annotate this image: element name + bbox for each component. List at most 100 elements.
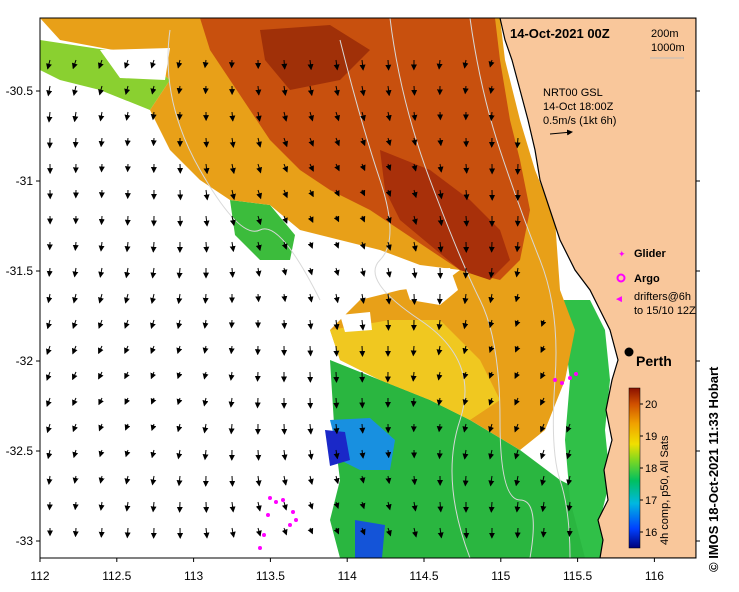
- current-arrow: [281, 527, 288, 536]
- current-arrow: [411, 111, 418, 121]
- current-arrow: [333, 215, 340, 223]
- current-arrow: [436, 397, 443, 406]
- current-arrow: [202, 319, 209, 329]
- current-arrow: [463, 189, 470, 201]
- current-arrow: [229, 215, 236, 227]
- current-arrow: [540, 319, 547, 327]
- current-arrow: [566, 449, 572, 460]
- current-arrow: [488, 111, 495, 122]
- side-credit: © IMOS 18-Oct-2021 11:33 Hobart: [706, 366, 721, 572]
- current-arrow: [255, 293, 262, 303]
- current-arrow: [436, 423, 443, 433]
- current-arrow: [176, 423, 183, 433]
- current-arrow: [462, 449, 469, 460]
- current-arrow: [124, 215, 131, 226]
- current-arrow: [565, 423, 572, 433]
- current-arrow: [229, 111, 236, 122]
- current-arrow: [255, 241, 262, 252]
- current-arrow: [98, 449, 105, 458]
- current-arrow: [410, 345, 417, 357]
- current-arrow: [410, 371, 417, 382]
- current-arrow: [411, 163, 418, 172]
- current-arrow: [203, 527, 210, 539]
- current-arrow: [202, 345, 209, 354]
- current-arrow: [176, 371, 183, 380]
- current-arrow: [540, 371, 546, 380]
- glider-icon: ✦: [618, 249, 626, 259]
- current-arrow: [462, 59, 469, 69]
- current-arrow: [514, 449, 520, 460]
- current-arrow: [98, 397, 104, 406]
- sst-hot-north: [260, 25, 370, 90]
- current-arrow: [150, 59, 156, 69]
- current-arrow: [150, 345, 156, 355]
- city-label: Perth: [636, 353, 672, 369]
- current-arrow: [45, 345, 52, 356]
- current-arrow: [462, 85, 469, 95]
- current-arrow: [385, 267, 392, 278]
- current-arrow: [359, 241, 366, 250]
- current-arrow: [385, 241, 392, 251]
- current-arrow: [333, 423, 340, 435]
- current-arrow: [437, 241, 444, 253]
- current-arrow: [308, 137, 315, 147]
- y-tick-label: -32: [16, 354, 34, 368]
- colorbar-label: 4h comp, p50, All Sats: [659, 435, 671, 545]
- current-arrow: [540, 501, 547, 513]
- current-arrow: [539, 449, 546, 460]
- current-arrow: [254, 371, 261, 382]
- current-arrow: [307, 527, 314, 535]
- plot-frame: [39, 17, 697, 559]
- current-arrow: [72, 475, 79, 484]
- current-arrow: [202, 59, 209, 69]
- current-arrow: [229, 475, 236, 487]
- current-arrow: [385, 85, 392, 97]
- current-arrow: [72, 241, 79, 251]
- current-arrow: [282, 189, 288, 199]
- current-arrow: [385, 475, 392, 485]
- current-arrow: [333, 85, 340, 97]
- current-arrow: [202, 371, 209, 380]
- current-arrow: [124, 319, 130, 329]
- x-tick-label: 116: [645, 569, 664, 583]
- current-arrow: [228, 319, 235, 329]
- current-arrow: [566, 527, 573, 537]
- current-arrow: [150, 85, 157, 95]
- current-arrow: [71, 345, 78, 355]
- current-arrow: [72, 267, 79, 278]
- current-arrow: [437, 215, 444, 227]
- current-arrow: [150, 423, 157, 432]
- current-arrow: [307, 345, 314, 357]
- current-arrow: [229, 137, 236, 148]
- current-arrow: [281, 475, 288, 486]
- x-tick-label: 114: [338, 569, 357, 583]
- current-arrow: [410, 397, 417, 408]
- current-arrow: [72, 111, 79, 123]
- currents-scale: 0.5m/s (1kt 6h): [543, 115, 616, 127]
- current-arrow: [202, 423, 209, 434]
- current-arrow: [540, 397, 546, 406]
- current-arrow: [359, 59, 366, 71]
- x-tick-label: 114.5: [409, 569, 438, 583]
- current-arrow: [514, 423, 520, 433]
- current-arrow: [202, 397, 209, 407]
- current-arrow: [150, 397, 157, 405]
- current-arrow: [514, 319, 521, 327]
- current-arrow: [150, 501, 157, 513]
- current-arrow: [229, 163, 236, 175]
- current-arrow: [72, 423, 78, 433]
- current-arrow: [176, 267, 183, 279]
- current-arrow: [359, 163, 366, 172]
- current-arrow: [359, 475, 366, 484]
- current-arrow: [176, 293, 183, 305]
- current-arrow: [566, 501, 573, 512]
- current-arrow: [437, 137, 444, 147]
- current-arrow: [176, 397, 183, 406]
- current-arrow: [150, 293, 156, 304]
- current-arrow: [124, 527, 131, 539]
- current-arrow: [307, 475, 314, 485]
- current-arrow: [333, 345, 340, 357]
- current-arrow: [359, 527, 366, 536]
- current-arrow: [514, 527, 521, 539]
- contour-label-200: 200m: [651, 28, 679, 40]
